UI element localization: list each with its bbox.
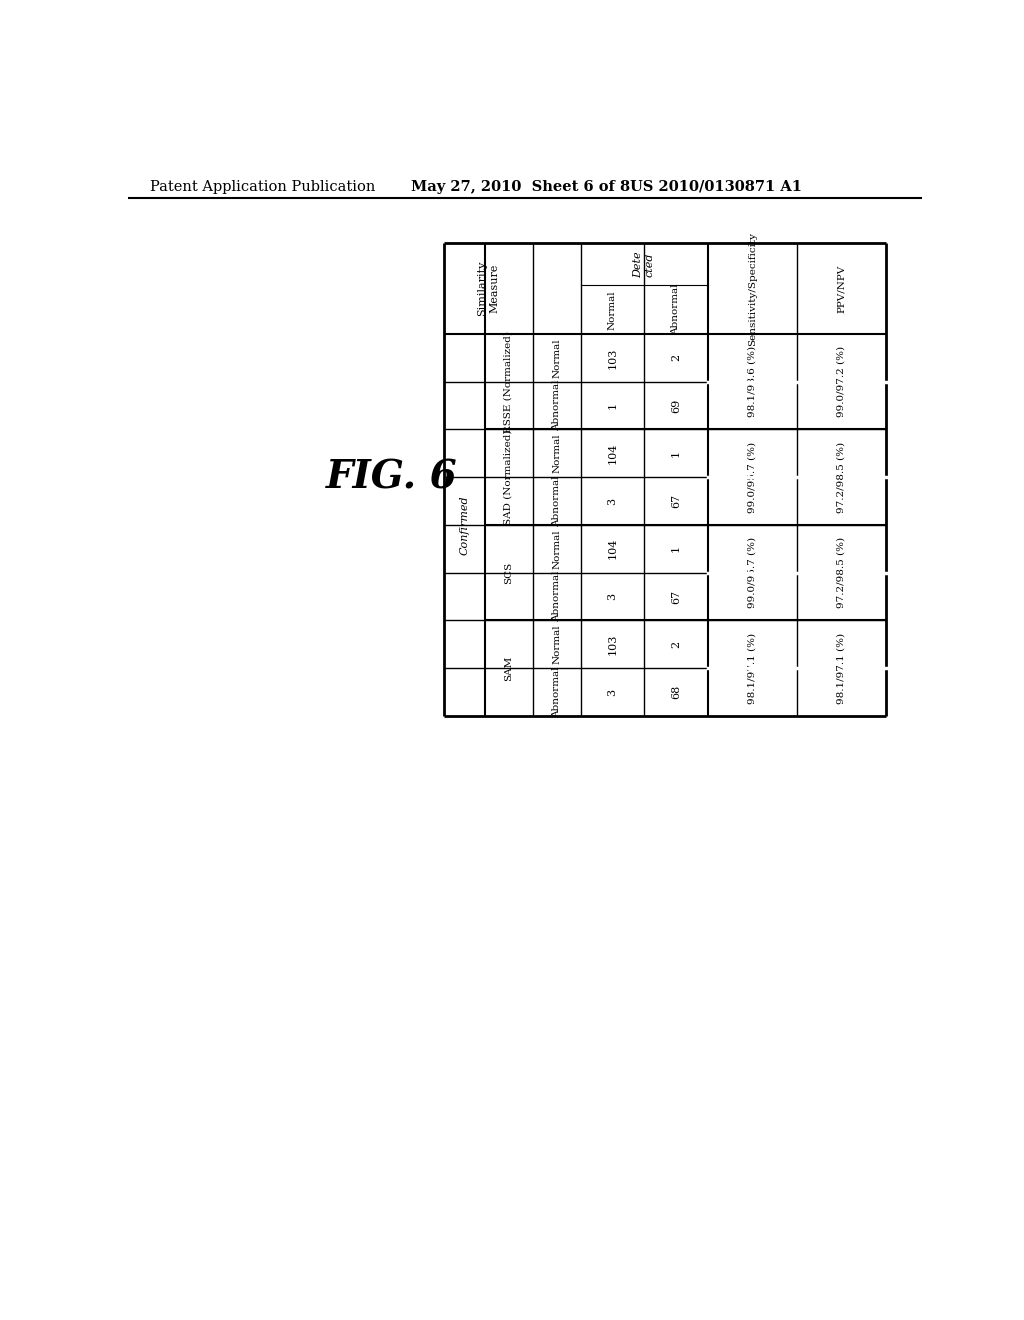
Text: 98.1/97.1 (%): 98.1/97.1 (%): [837, 632, 846, 704]
Text: Dete
cted: Dete cted: [634, 251, 655, 277]
Text: 98.1/97.1 (%): 98.1/97.1 (%): [748, 632, 757, 704]
Text: 2: 2: [671, 354, 681, 362]
Text: 3: 3: [607, 593, 617, 601]
Text: Normal: Normal: [608, 290, 616, 330]
Text: 2: 2: [671, 640, 681, 648]
Text: Confirmed: Confirmed: [460, 495, 469, 554]
Text: US 2010/0130871 A1: US 2010/0130871 A1: [630, 180, 802, 194]
Text: PPV/NPV: PPV/NPV: [837, 264, 846, 313]
Text: Abnormal: Abnormal: [672, 284, 680, 335]
Text: 104: 104: [607, 442, 617, 465]
Text: SCS: SCS: [504, 561, 513, 583]
Text: 1: 1: [671, 545, 681, 552]
Text: Abnormal: Abnormal: [552, 475, 561, 527]
Text: RSSE (Normalized): RSSE (Normalized): [504, 331, 513, 433]
Text: 104: 104: [607, 539, 617, 560]
Text: 97.2/98.5 (%): 97.2/98.5 (%): [837, 442, 846, 512]
Text: Abnormal: Abnormal: [552, 570, 561, 622]
Text: Abnormal: Abnormal: [552, 667, 561, 718]
Text: 69: 69: [671, 399, 681, 413]
Text: Normal: Normal: [552, 433, 561, 473]
Text: Patent Application Publication: Patent Application Publication: [150, 180, 375, 194]
Text: 1: 1: [671, 450, 681, 457]
Text: 103: 103: [607, 347, 617, 368]
Text: Sensitivity/Specificity: Sensitivity/Specificity: [748, 231, 757, 346]
Text: 67: 67: [671, 590, 681, 603]
Text: Similarity
Measure: Similarity Measure: [477, 261, 499, 317]
Text: Normal: Normal: [552, 338, 561, 378]
Text: 99.0/95.7 (%): 99.0/95.7 (%): [748, 537, 757, 609]
Text: SAD (Normalized): SAD (Normalized): [504, 429, 513, 525]
Text: 99.0/97.2 (%): 99.0/97.2 (%): [837, 346, 846, 417]
Text: SAM: SAM: [504, 656, 513, 681]
Text: May 27, 2010  Sheet 6 of 8: May 27, 2010 Sheet 6 of 8: [411, 180, 630, 194]
Text: 67: 67: [671, 494, 681, 508]
Text: 1: 1: [607, 403, 617, 409]
Text: 3: 3: [607, 498, 617, 504]
Text: Normal: Normal: [552, 529, 561, 569]
Text: FIG. 6: FIG. 6: [326, 459, 458, 496]
Text: 103: 103: [607, 634, 617, 655]
Text: 68: 68: [671, 685, 681, 700]
Text: 97.2/98.5 (%): 97.2/98.5 (%): [837, 537, 846, 609]
Text: 98.1/98.6 (%): 98.1/98.6 (%): [748, 346, 757, 417]
Text: Abnormal: Abnormal: [552, 380, 561, 432]
Text: 99.0/95.7 (%): 99.0/95.7 (%): [748, 442, 757, 512]
Text: 3: 3: [607, 689, 617, 696]
Text: Normal: Normal: [552, 624, 561, 664]
